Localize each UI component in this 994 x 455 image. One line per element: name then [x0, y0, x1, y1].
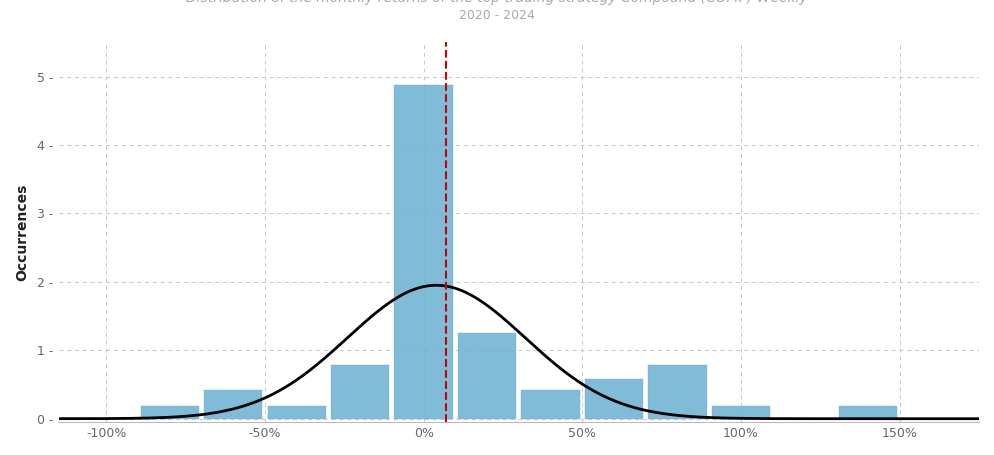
Bar — [839, 406, 898, 419]
Bar — [331, 365, 390, 419]
Bar — [395, 85, 453, 419]
Bar — [204, 390, 262, 419]
Bar — [522, 390, 580, 419]
Bar — [267, 406, 326, 419]
Bar — [584, 379, 643, 419]
Text: 2020 - 2024: 2020 - 2024 — [459, 9, 535, 22]
Bar — [712, 406, 770, 419]
Bar — [140, 406, 199, 419]
Y-axis label: Occurrences: Occurrences — [15, 183, 29, 281]
Bar — [648, 365, 707, 419]
Text: Distribution of the monthly returns of the top trading strategy Compound (COMP) : Distribution of the monthly returns of t… — [186, 0, 808, 5]
Bar — [458, 333, 516, 419]
